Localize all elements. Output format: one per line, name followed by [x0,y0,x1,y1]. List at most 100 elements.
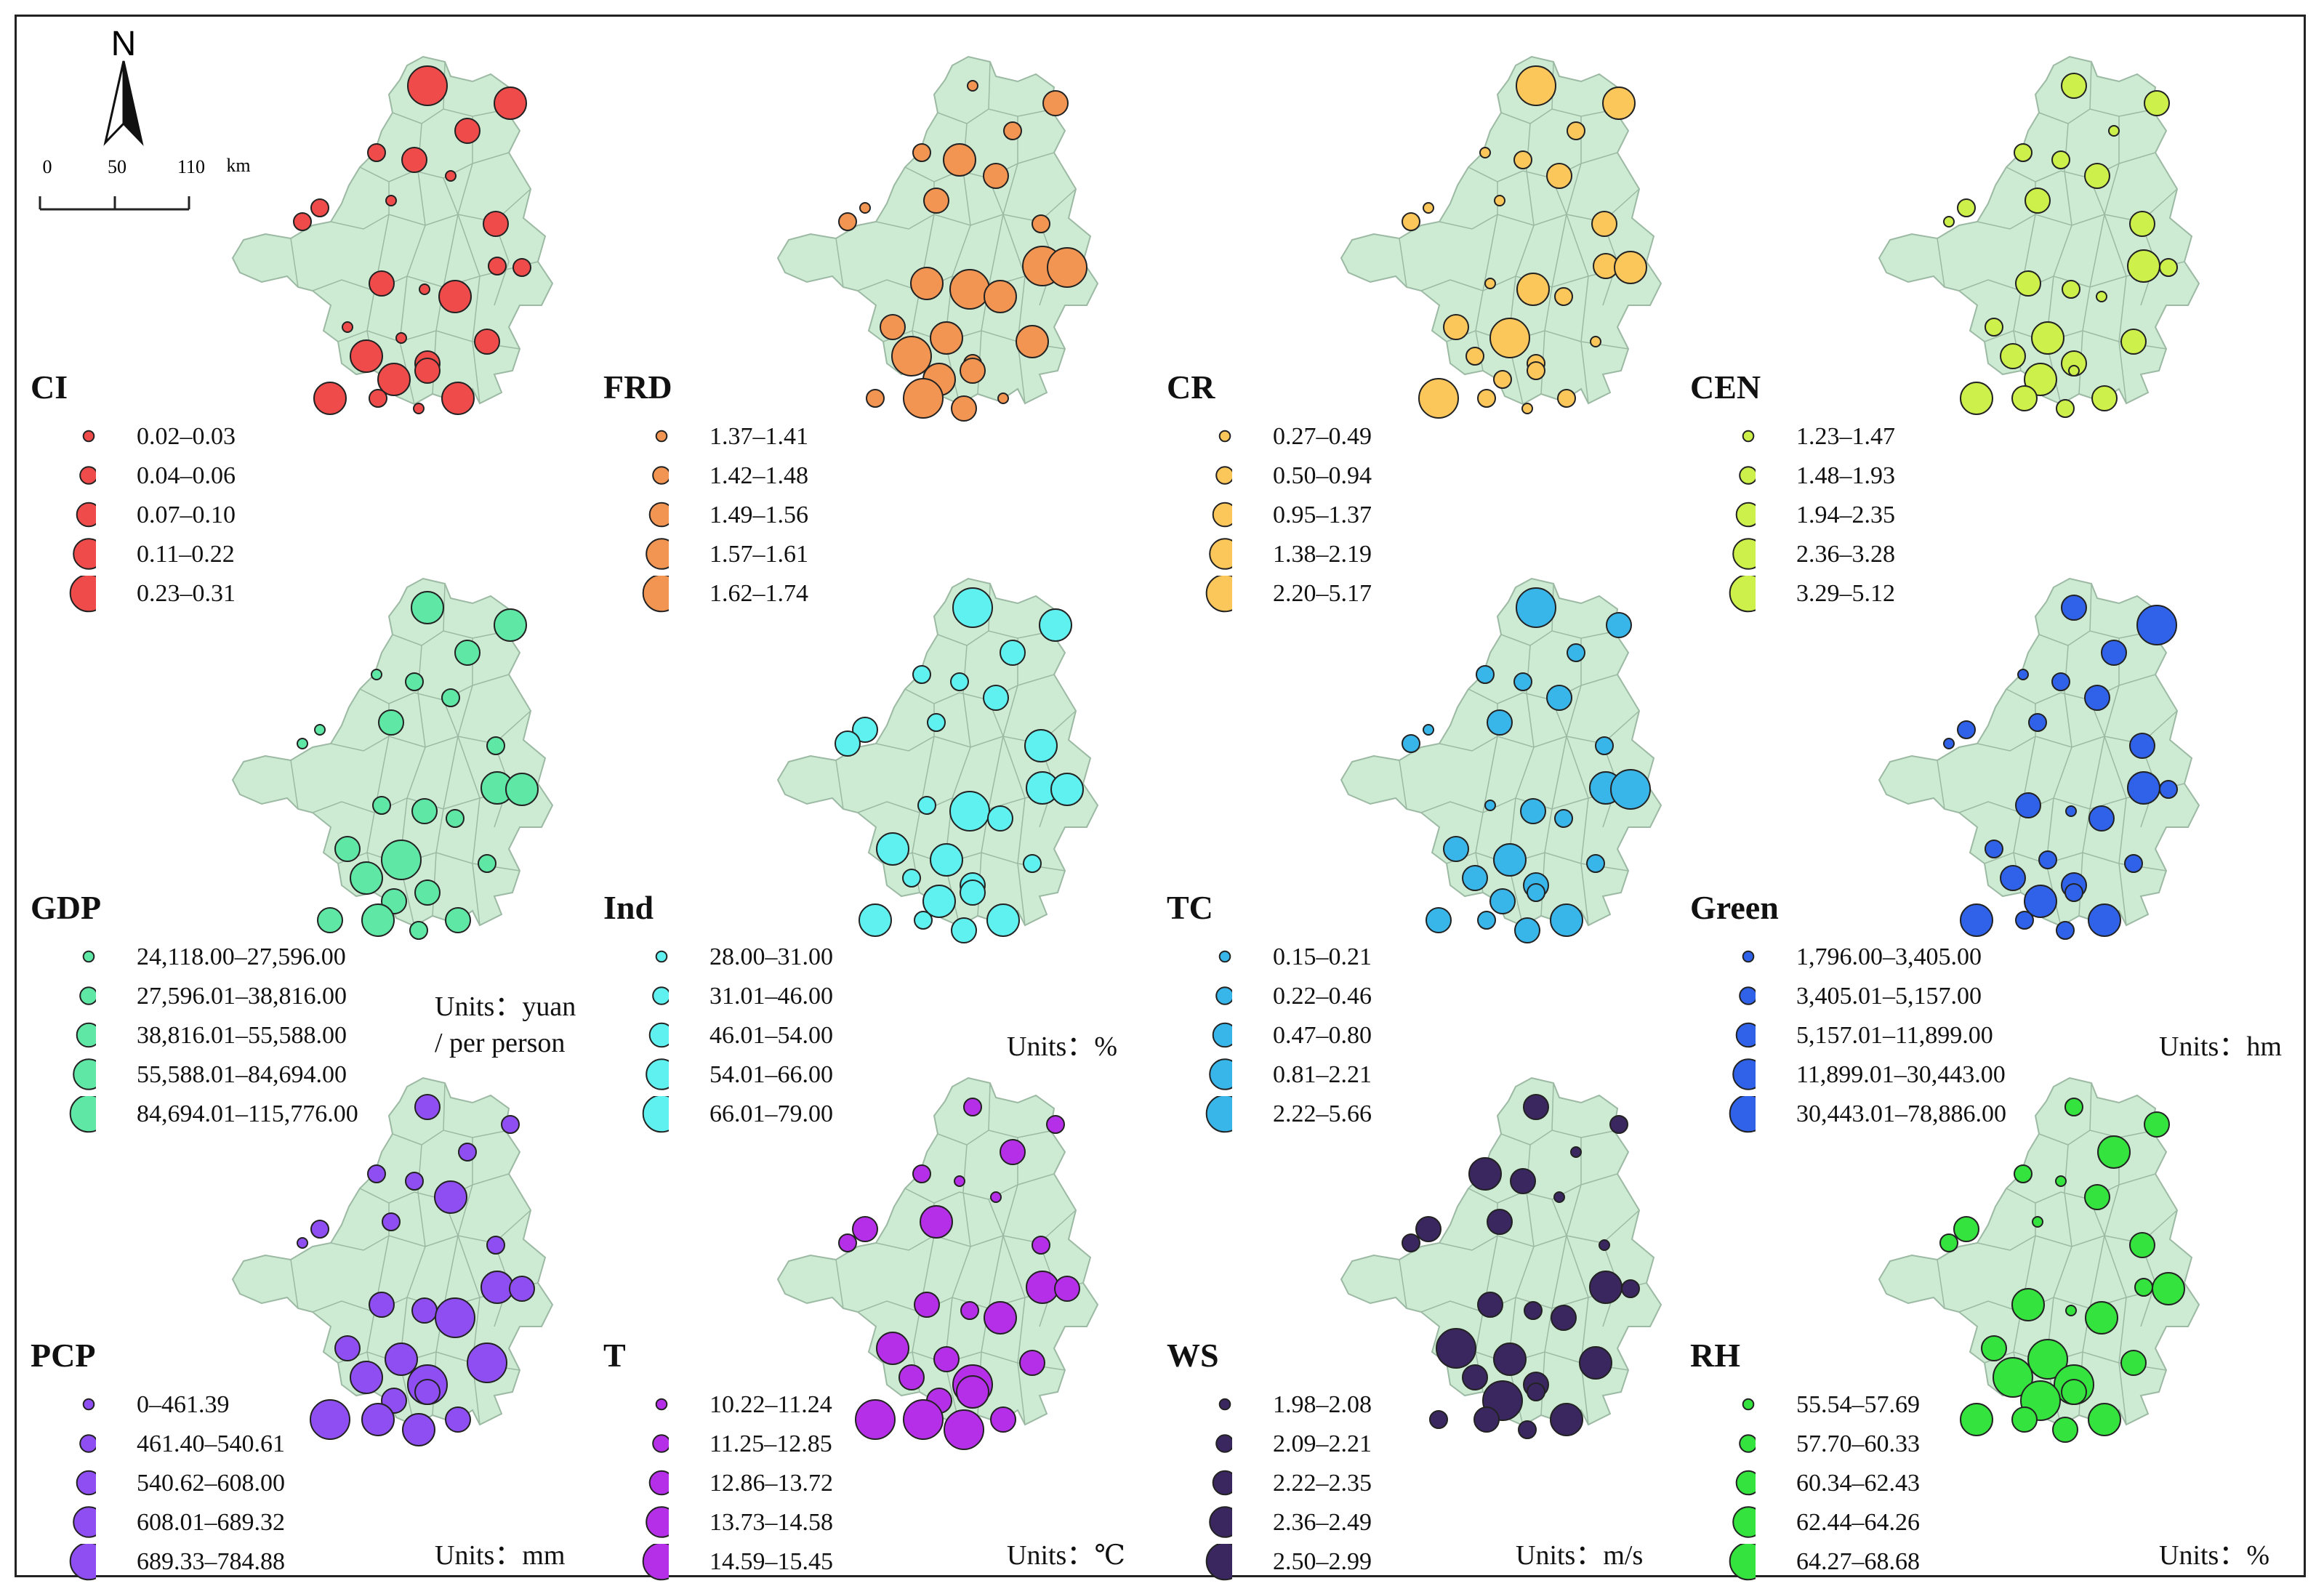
proportional-symbol [381,840,422,880]
proportional-symbol [458,1143,477,1162]
map-CI [231,55,554,415]
district-boundary [988,699,1026,926]
proportional-symbol [1429,1410,1448,1429]
proportional-symbol [454,640,481,666]
legend-label: 14.59–15.45 [709,1548,833,1575]
proportional-symbol [1939,1233,1958,1252]
legend-symbol [76,502,96,528]
north-arrow-and-scale-bar: N 0 50 110 km [22,20,262,220]
district-boundary [2006,1173,2156,1204]
legend-label: 1.48–1.93 [1796,462,1895,489]
proportional-symbol [385,1343,418,1376]
proportional-symbol [2129,1232,2155,1258]
district-boundary [1540,638,1582,917]
district-boundary [2078,1138,2120,1416]
legend-label: 0.22–0.46 [1273,983,1372,1010]
proportional-symbol [350,339,383,373]
legend-label: 0.47–0.80 [1273,1022,1372,1049]
legend-symbol [1742,1398,1755,1411]
legend-label: 0.02–0.03 [137,423,236,450]
proportional-symbol [1520,798,1546,824]
proportional-symbol [1599,1239,1610,1251]
proportional-symbol [2052,1417,2078,1443]
proportional-symbol [859,903,892,937]
map-GDP [231,577,554,940]
proportional-symbol [2120,1350,2147,1376]
proportional-symbol [2025,188,2051,214]
proportional-symbol [943,143,976,177]
proportional-symbol [923,188,949,214]
proportional-symbol [293,212,312,231]
legend-symbol [76,1470,96,1496]
proportional-symbol [1513,672,1532,691]
legend-symbol [1209,538,1232,570]
legend-label: 2.20–5.17 [1273,580,1372,607]
panel-title-PCP: PCP [31,1337,96,1374]
district-boundary [835,238,844,288]
proportional-symbol [1489,318,1530,358]
proportional-symbol [1024,729,1058,762]
proportional-symbol [2101,640,2127,666]
proportional-symbol [1521,403,1533,414]
proportional-symbol [2091,385,2118,411]
legend-label: 62.44–64.26 [1796,1509,1920,1536]
proportional-symbol [983,163,1009,189]
proportional-symbol [2159,258,2178,277]
proportional-symbol [983,685,1009,711]
panel-title-GDP: GDP [31,889,102,926]
legend-label: 55.54–57.69 [1796,1391,1920,1418]
proportional-symbol [414,1094,441,1120]
proportional-symbol [2088,805,2115,832]
proportional-symbol [876,832,909,866]
units-label-PCP: Units：mm [435,1540,566,1571]
proportional-symbol [2088,1403,2121,1436]
district-boundary [988,1199,1026,1425]
proportional-symbol [1516,273,1550,306]
proportional-symbol [2124,854,2143,873]
proportional-symbol [2084,1184,2110,1210]
legend-symbol [642,1096,669,1133]
proportional-symbol [1423,724,1434,736]
legend-label: 13.73–14.58 [709,1509,833,1536]
proportional-symbol [402,1413,435,1446]
legend-symbol [79,986,96,1005]
proportional-symbol [1494,195,1505,206]
proportional-symbol [1402,1233,1420,1252]
proportional-symbol [438,280,472,313]
district-boundary [2089,1199,2127,1425]
proportional-symbol [2024,885,2057,918]
proportional-symbol [1609,1115,1628,1134]
proportional-symbol [950,672,969,691]
proportional-symbol [1960,903,1993,937]
legend-symbol [1218,950,1231,963]
proportional-symbol [1985,840,2003,858]
legend-symbol [69,576,96,613]
district-boundary [1399,760,1407,810]
proportional-symbol [369,1292,395,1318]
proportional-symbol [372,796,391,815]
scale-unit: km [226,155,250,176]
proportional-symbol [997,393,1009,404]
proportional-symbol [1985,318,2003,337]
legend-label: 24,118.00–27,596.00 [137,943,346,970]
legend-symbol [1215,1434,1232,1453]
legend-label: 55,588.01–84,694.00 [137,1061,347,1088]
legend-symbol [1212,1022,1232,1048]
legend-symbol [73,538,96,570]
proportional-symbol [1518,1420,1537,1439]
proportional-symbol [1418,378,1459,419]
legend-symbol [646,538,669,570]
proportional-symbol [1591,211,1617,237]
proportional-symbol [2015,792,2041,818]
legend-symbol [1729,576,1756,613]
proportional-symbol [876,1332,909,1365]
proportional-symbol [1516,587,1556,628]
north-arrow-right-icon [122,60,144,146]
proportional-symbol [445,1406,471,1433]
proportional-symbol [1957,198,1976,217]
proportional-symbol [1953,1216,1979,1242]
units-label-WS: Units：m/s [1516,1540,1644,1571]
legend-label: 0.07–0.10 [137,502,236,528]
legend-label: 1.57–1.61 [709,541,808,568]
legend-label: 3,405.01–5,157.00 [1796,983,1982,1010]
